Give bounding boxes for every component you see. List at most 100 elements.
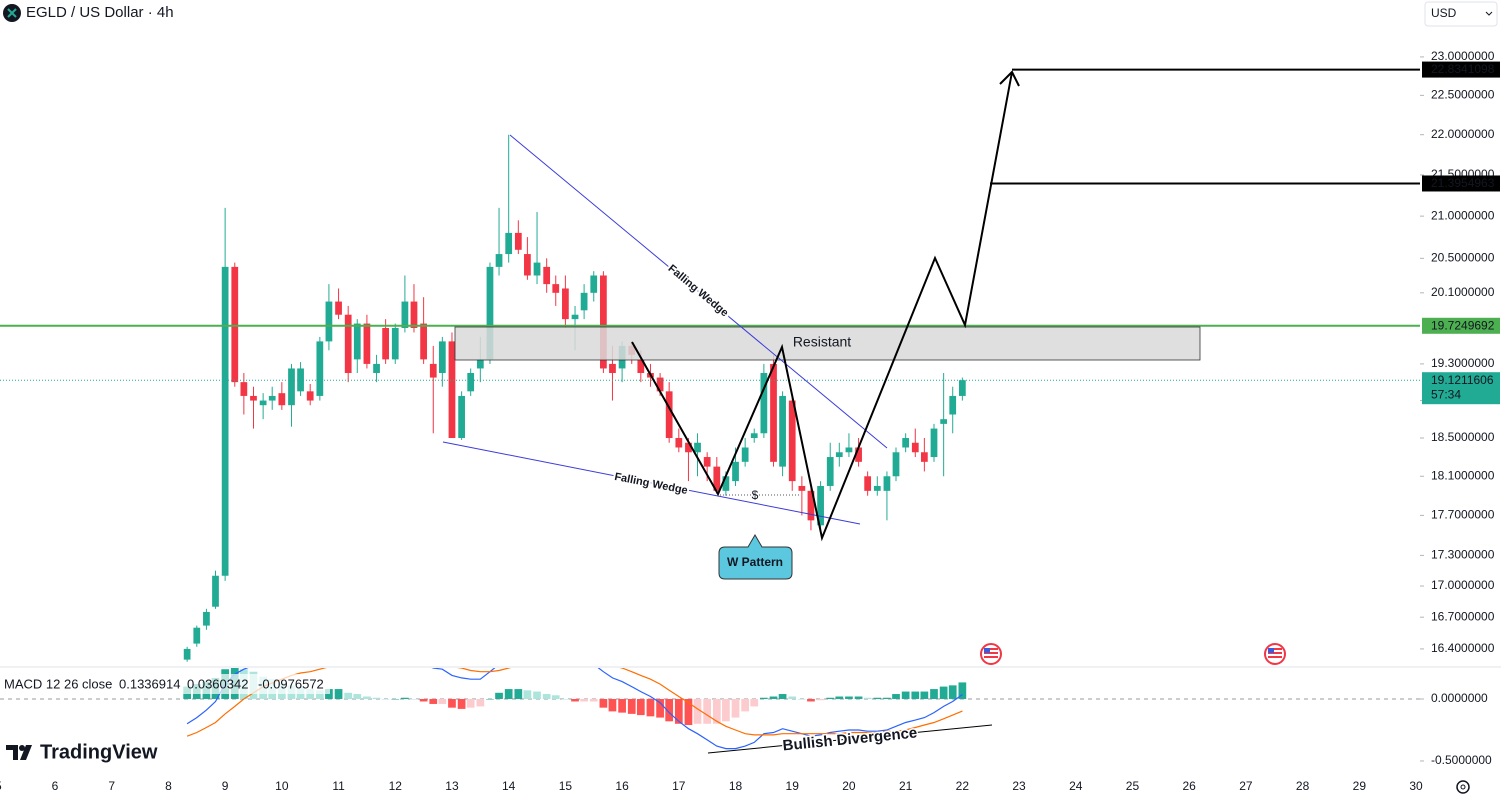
candle-body (788, 400, 796, 482)
macd-histogram-bar (807, 698, 815, 702)
select-caret (1485, 11, 1493, 16)
candle-body (741, 447, 749, 462)
candle-body (533, 262, 541, 276)
callout-label: W Pattern (727, 555, 783, 569)
candle-body (250, 395, 257, 401)
candle-body (770, 363, 777, 462)
arrow-head (999, 70, 1020, 87)
macd-histogram-bar (571, 698, 579, 702)
candle-body (344, 314, 352, 374)
macd-histogram-bar (883, 697, 891, 699)
x-tick-label: 6 (52, 779, 59, 793)
countdown-label: 57:34 (1431, 387, 1461, 401)
x-tick-label: 20 (842, 779, 856, 793)
level-label-box (1422, 61, 1500, 78)
resistance-zone (454, 326, 1201, 361)
currency-label: USD (1431, 6, 1457, 20)
macd-histogram-bar (429, 698, 438, 704)
current-price-label: 19.1211606 (1431, 373, 1494, 387)
x-tick-label: 23 (1012, 779, 1026, 793)
candle-body (590, 275, 598, 293)
macd-histogram-bar (778, 694, 787, 699)
candle-body (798, 485, 806, 491)
x-tick-label: 24 (1069, 779, 1083, 793)
candle-body (524, 254, 531, 276)
y-tick-label: 17.0000000 (1431, 578, 1495, 592)
x-tick-label: 26 (1183, 779, 1197, 793)
macd-line-value: 0.0360342 (187, 676, 248, 691)
macd-histogram-bar (760, 697, 768, 699)
macd-histogram-bar (306, 689, 315, 699)
candle-body (609, 363, 616, 374)
candle-body (911, 442, 919, 453)
macd-histogram-bar (835, 696, 844, 699)
y-tick-label: 20.1000000 (1431, 285, 1495, 299)
brand-name: TradingView (40, 741, 158, 763)
x-tick-label: 5 (0, 779, 2, 793)
candle-body (694, 442, 701, 453)
candle-body (259, 400, 267, 406)
candle-body (514, 232, 522, 250)
candle-body (278, 393, 286, 406)
candle-body (732, 461, 739, 482)
macd-histogram-bar (589, 698, 598, 702)
candle-body (373, 363, 380, 374)
macd-histogram-bar (854, 696, 863, 699)
macd-histogram-bar (476, 698, 485, 707)
settings-icon[interactable] (1456, 780, 1470, 794)
candle-body (363, 323, 371, 364)
x-tick-label: 22 (956, 779, 970, 793)
macd-histogram-bar (750, 698, 759, 707)
candle-body (335, 301, 342, 315)
candle-body (883, 476, 891, 491)
callout (718, 534, 793, 580)
macd-histogram-bar (599, 698, 608, 708)
macd-histogram-bar (363, 696, 371, 699)
candle-body (467, 373, 475, 392)
x-tick-label: 25 (1126, 779, 1140, 793)
macd-histogram-bar (381, 698, 390, 700)
macd-legend-bg (0, 674, 330, 694)
wedge-lower-line (442, 441, 861, 525)
event-icon[interactable] (1264, 643, 1286, 665)
macd-histogram-bar (703, 698, 712, 724)
y-tick-label: 19.3000000 (1431, 356, 1495, 370)
candle-body (855, 447, 862, 462)
candle-body (429, 363, 437, 378)
macd-histogram-bar (580, 698, 588, 702)
macd-histogram-bar (353, 694, 362, 699)
y-tick-label: 17.3000000 (1431, 548, 1495, 562)
macd-histogram-bar (798, 698, 806, 700)
candle-body (552, 284, 560, 293)
candle-body (873, 485, 881, 491)
candle-body (495, 254, 503, 267)
candle-body (458, 395, 465, 439)
candle-body (760, 373, 768, 434)
macd-histogram-bar (826, 697, 835, 699)
candle-body (316, 341, 324, 396)
candle-body (231, 266, 239, 383)
macd-histogram-bar (523, 690, 532, 699)
macd-histogram-bar (939, 686, 948, 699)
level-label-box (1422, 317, 1500, 334)
divergence-line (707, 724, 993, 754)
candle-body (268, 395, 276, 401)
macd-histogram-bar (325, 689, 333, 699)
macd-histogram-bar (892, 694, 900, 699)
macd-histogram-bar (788, 696, 797, 699)
macd-histogram-value: 0.1336914 (119, 676, 180, 691)
macd-histogram-bar (410, 698, 418, 700)
x-tick-label: 30 (1409, 779, 1423, 793)
macd-histogram-bar (344, 692, 353, 699)
macd-histogram-bar (561, 698, 570, 700)
candle-body (212, 575, 219, 607)
candle-body (438, 341, 446, 374)
x-tick-label: 27 (1239, 779, 1253, 793)
macd-histogram-bar (533, 691, 541, 699)
currency-select[interactable] (1424, 1, 1498, 27)
macd-histogram-bar (542, 694, 551, 699)
event-icon[interactable] (980, 643, 1002, 665)
macd-histogram-bar (684, 698, 693, 726)
